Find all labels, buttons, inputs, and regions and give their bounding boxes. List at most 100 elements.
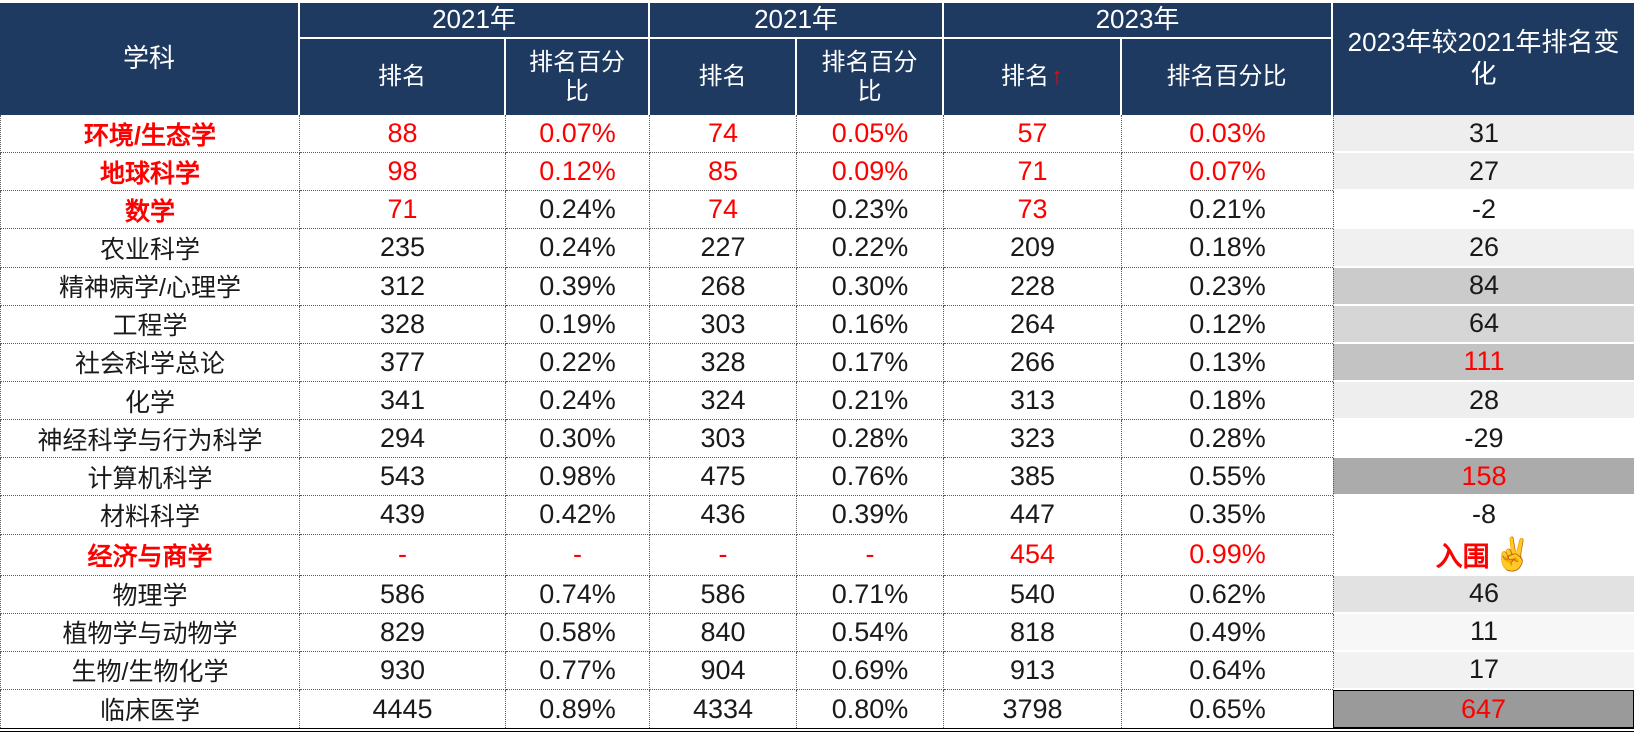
subject-cell: 神经科学与行为科学 — [0, 420, 300, 459]
header-rank-2021b: 排名 — [650, 39, 797, 115]
pct-2023-cell: 0.03% — [1122, 115, 1333, 154]
rank-2021a-cell: 294 — [300, 420, 506, 459]
table-row: 环境/生态学 88 0.07% 74 0.05% 57 0.03% 31 — [0, 115, 1634, 154]
rank-2021a-cell: 341 — [300, 381, 506, 421]
pct-2021b-cell: 0.28% — [797, 420, 944, 459]
rank-2021b-cell: 4334 — [650, 689, 797, 729]
change-cell: 11 — [1333, 613, 1634, 652]
rank-2021b-cell: 904 — [650, 651, 797, 690]
rank-2021a-cell: - — [300, 534, 506, 576]
pct-2021a-cell: 0.42% — [506, 496, 650, 535]
rank-2021b-cell: 303 — [650, 305, 797, 344]
victory-hand-emoji: ✌️ — [1492, 536, 1533, 573]
pct-2021a-cell: 0.39% — [506, 267, 650, 306]
rank-2023-cell: 228 — [944, 267, 1122, 306]
rank-2023-cell: 313 — [944, 381, 1122, 421]
pct-2023-cell: 0.64% — [1122, 652, 1333, 690]
rank-2021a-cell: 98 — [300, 153, 506, 192]
table-row: 农业科学 235 0.24% 227 0.22% 209 0.18% 26 — [0, 229, 1634, 268]
table-row: 化学 341 0.24% 324 0.21% 313 0.18% 28 — [0, 381, 1634, 421]
pct-2021b-cell: 0.05% — [797, 115, 944, 154]
pct-2023-cell: 0.18% — [1122, 229, 1333, 268]
table-row: 社会科学总论 377 0.22% 328 0.17% 266 0.13% 111 — [0, 343, 1634, 382]
pct-2023-cell: 0.49% — [1122, 614, 1333, 652]
rank-2023-cell: 209 — [944, 229, 1122, 268]
pct-2021a-cell: 0.24% — [506, 381, 650, 421]
subject-cell: 地球科学 — [0, 153, 300, 192]
rank-2021b-cell: 74 — [650, 191, 797, 230]
subject-cell: 工程学 — [0, 305, 300, 344]
rank-2023-cell: 3798 — [944, 689, 1122, 729]
pct-2023-cell: 0.13% — [1122, 344, 1333, 382]
change-cell: 647 — [1333, 689, 1634, 729]
header-rank-2021a: 排名 — [300, 39, 506, 115]
change-cell: -29 — [1333, 420, 1634, 459]
rank-2021b-cell: 586 — [650, 575, 797, 614]
rank-2023-cell: 540 — [944, 575, 1122, 614]
subject-cell: 经济与商学 — [0, 534, 300, 576]
rank-2023-cell: 73 — [944, 191, 1122, 230]
subject-cell: 物理学 — [0, 575, 300, 614]
change-cell: 27 — [1333, 153, 1634, 192]
header-pct-2021a: 排名百分比 — [506, 39, 650, 115]
rank-2023-cell: 818 — [944, 613, 1122, 652]
header-change: 2023年较2021年排名变化 — [1333, 3, 1634, 115]
rank-2021a-cell: 71 — [300, 191, 506, 230]
rank-2023-cell: 323 — [944, 420, 1122, 459]
rank-2021b-cell: - — [650, 534, 797, 576]
subject-cell: 精神病学/心理学 — [0, 267, 300, 306]
rank-2023-cell: 57 — [944, 115, 1122, 154]
change-cell: 158 — [1333, 458, 1634, 497]
pct-2021a-cell: 0.24% — [506, 191, 650, 230]
pct-2023-cell: 0.55% — [1122, 458, 1333, 497]
change-cell: 26 — [1333, 229, 1634, 268]
pct-2021b-cell: 0.54% — [797, 613, 944, 652]
change-cell: 46 — [1333, 575, 1634, 614]
rank-2021b-cell: 840 — [650, 613, 797, 652]
pct-2021a-cell: 0.22% — [506, 343, 650, 382]
table-row: 临床医学 4445 0.89% 4334 0.80% 3798 0.65% 64… — [0, 689, 1634, 729]
change-cell: 28 — [1333, 381, 1634, 421]
rank-2021a-cell: 377 — [300, 343, 506, 382]
table-row: 物理学 586 0.74% 586 0.71% 540 0.62% 46 — [0, 575, 1634, 614]
pct-2023-cell: 0.12% — [1122, 306, 1333, 344]
subject-cell: 化学 — [0, 381, 300, 421]
header-rank-2023-label: 排名 — [1001, 63, 1049, 91]
pct-2021a-cell: 0.19% — [506, 305, 650, 344]
subject-cell: 数学 — [0, 191, 300, 230]
change-cell: 84 — [1333, 267, 1634, 306]
change-cell: -8 — [1333, 496, 1634, 535]
change-cell: -2 — [1333, 191, 1634, 230]
header-pct-2023: 排名百分比 — [1122, 39, 1333, 115]
pct-2023-cell: 0.65% — [1189, 693, 1266, 724]
rank-2023-cell: 454 — [944, 534, 1122, 576]
pct-2023-cell: 0.62% — [1122, 576, 1333, 614]
rank-2021a-cell: 586 — [300, 575, 506, 614]
rank-2021a-cell: 312 — [300, 267, 506, 306]
pct-2021a-cell: 0.89% — [506, 689, 650, 729]
pct-2021a-cell: 0.74% — [506, 575, 650, 614]
table-row: 经济与商学 - - - - 454 0.99% 入围 ✌️ — [0, 534, 1634, 576]
header-rank-2023: 排名 ↑ — [944, 39, 1122, 115]
pct-2021a-cell: 0.24% — [506, 229, 650, 268]
pct-2021b-cell: 0.23% — [797, 191, 944, 230]
table-row: 植物学与动物学 829 0.58% 840 0.54% 818 0.49% 11 — [0, 613, 1634, 652]
pct-2021b-cell: 0.30% — [797, 267, 944, 306]
table-row: 工程学 328 0.19% 303 0.16% 264 0.12% 64 — [0, 305, 1634, 344]
table-row: 地球科学 98 0.12% 85 0.09% 71 0.07% 27 — [0, 153, 1634, 192]
pct-2023-cell: 0.23% — [1122, 268, 1333, 306]
subject-cell: 临床医学 — [0, 689, 300, 729]
rank-2021b-cell: 328 — [650, 343, 797, 382]
rank-2023-cell: 266 — [944, 343, 1122, 382]
table-header: 学科 2021年 2021年 2023年 2023年较2021年排名变化 排名 … — [0, 3, 1634, 115]
rank-up-arrow-icon: ↑ — [1051, 63, 1063, 91]
rank-2021b-cell: 436 — [650, 496, 797, 535]
subject-cell: 环境/生态学 — [0, 115, 300, 154]
pct-2021b-cell: 0.71% — [797, 575, 944, 614]
pct-2023-cell: 0.28% — [1122, 420, 1333, 459]
rank-2021b-cell: 85 — [650, 153, 797, 192]
pct-2021a-cell: 0.30% — [506, 420, 650, 459]
rank-2021a-cell: 328 — [300, 305, 506, 344]
pct-2023-cell: 0.18% — [1122, 382, 1333, 421]
rank-2021b-cell: 268 — [650, 267, 797, 306]
